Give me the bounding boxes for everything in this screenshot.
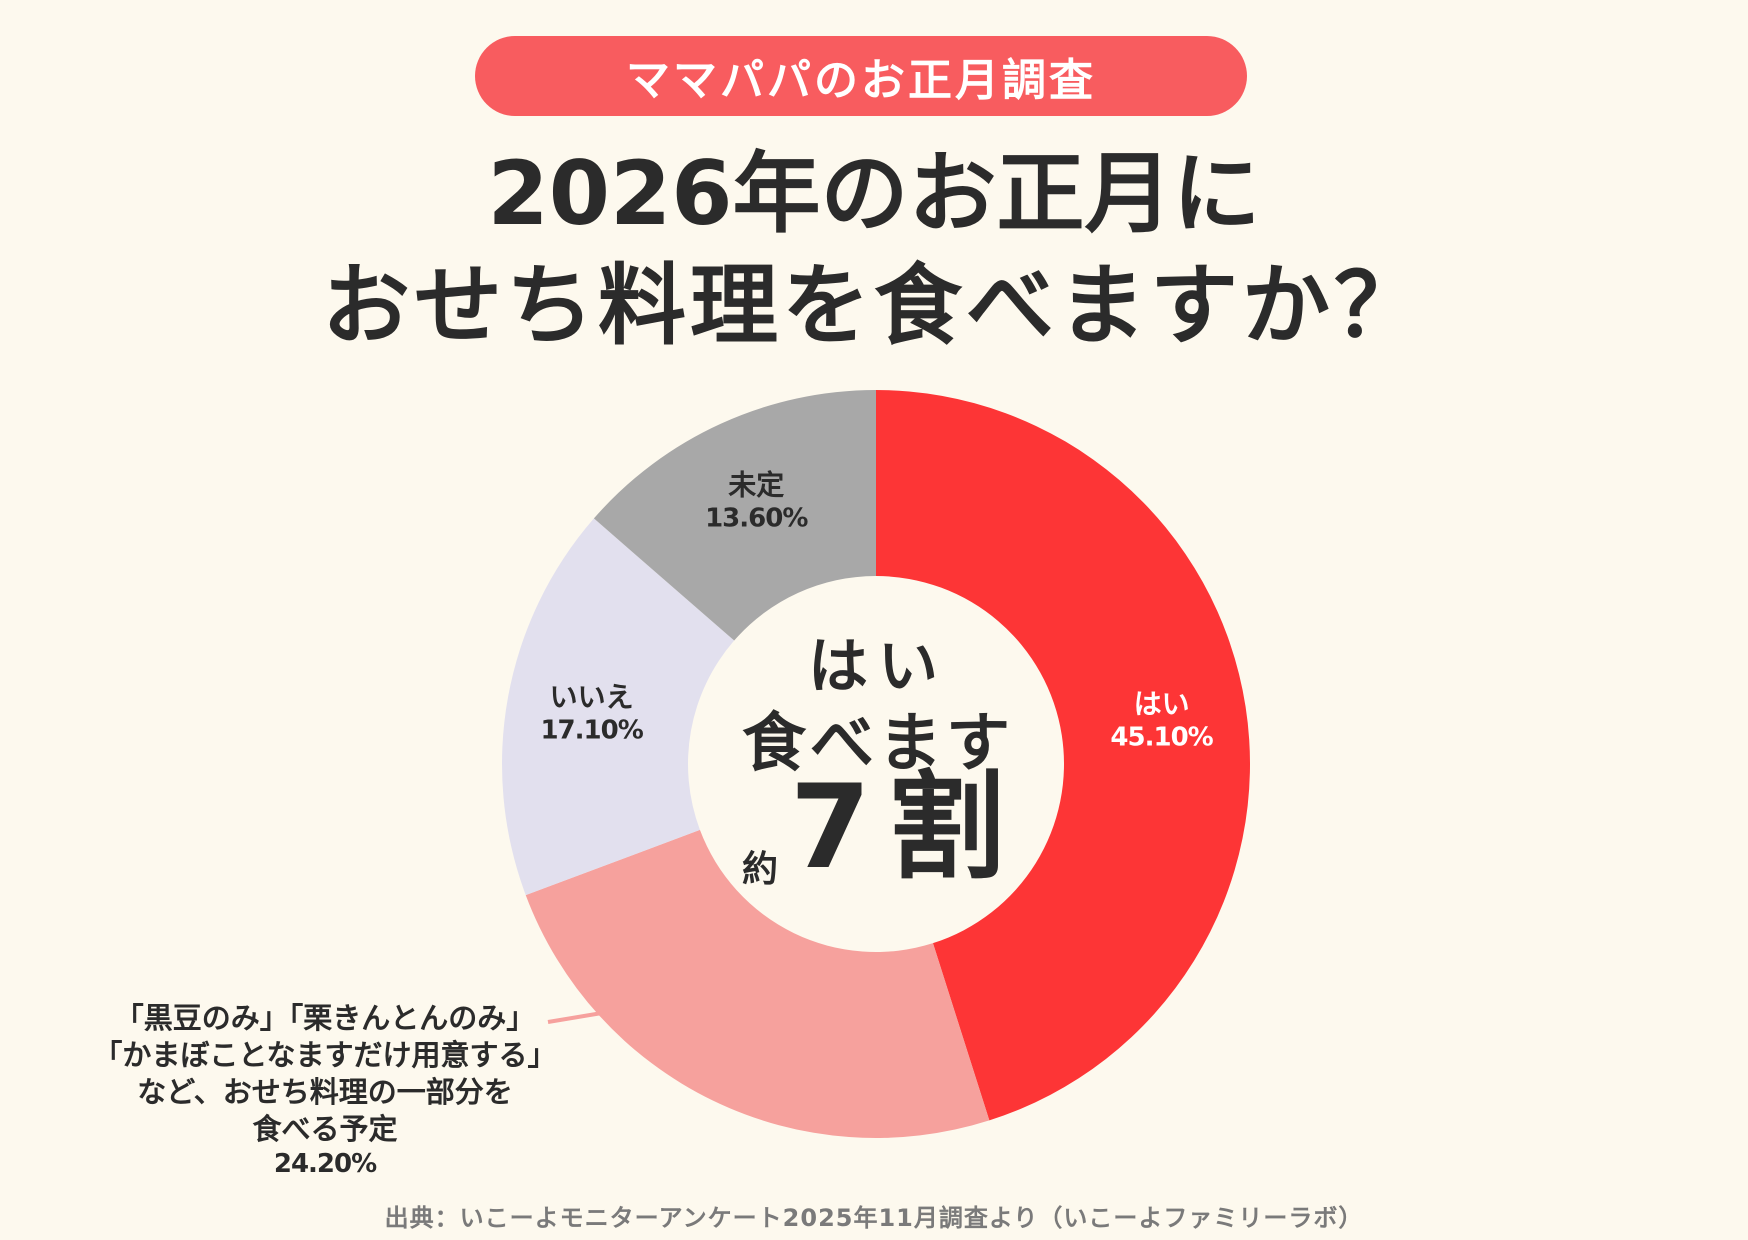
donut-slice-1	[525, 829, 990, 1139]
partial-slice-callout: 「黒豆のみ」「栗きんとんのみ」 「かまぼことなますだけ用意する」 など、おせち料…	[93, 1000, 556, 1182]
source-note: 出典：いこーよモニターアンケート2025年11月調査より（いこーよファミリーラボ…	[384, 1204, 1364, 1232]
survey-badge: ママパパのお正月調査	[475, 36, 1247, 116]
callout-line-2: 「かまぼことなますだけ用意する」	[93, 1038, 557, 1073]
center-prefix: 約	[742, 849, 779, 890]
slice-label-2: いいえ 17.10%	[540, 679, 643, 747]
donut-slice-3	[593, 390, 876, 641]
slice-percent-2: 17.10%	[540, 714, 643, 745]
slice-name-3: 未定	[728, 468, 785, 502]
slice-name-2: いいえ	[549, 679, 634, 713]
slice-percent-3: 13.60%	[705, 503, 808, 534]
callout-percent: 24.20%	[273, 1149, 377, 1180]
center-yes: はい	[808, 632, 948, 702]
title-line-1: 2026年のお正月に	[487, 142, 1261, 245]
slice-name-0: はい	[1133, 686, 1190, 720]
center-big-number: 7割	[790, 760, 1023, 895]
donut-slice-0	[876, 390, 1250, 1121]
donut-slice-2	[502, 518, 735, 896]
callout-line-3: など、おせち料理の一部分を	[137, 1075, 513, 1110]
callout-line-1: 「黒豆のみ」「栗きんとんのみ」	[114, 1001, 536, 1035]
slice-percent-0: 45.10%	[1110, 721, 1213, 752]
slice-label-0: はい 45.10%	[1110, 686, 1213, 754]
title-line-2: おせち料理を食べますか？	[321, 254, 1426, 357]
center-will-eat: 食べます	[742, 707, 1014, 781]
callout-line-4: 食べる予定	[252, 1112, 398, 1147]
callout-leader-line	[547, 1010, 609, 1024]
slice-label-3: 未定 13.60%	[705, 467, 808, 535]
